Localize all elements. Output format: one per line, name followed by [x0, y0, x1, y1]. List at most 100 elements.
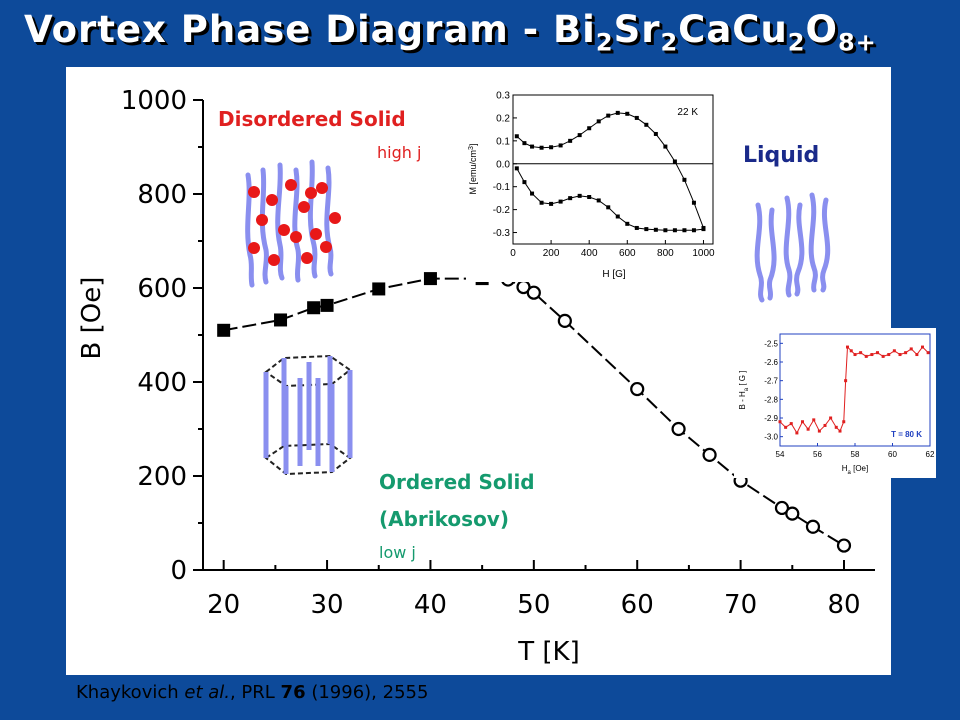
mh-data-point: [587, 195, 592, 200]
mh-data-marks: [514, 110, 706, 233]
bh-data-point: [846, 345, 849, 349]
bh-data-line: [779, 345, 929, 434]
data-point-circle: [836, 538, 852, 553]
mh-x-tick-label: 600: [619, 248, 636, 259]
mh-data-point: [653, 227, 658, 232]
mh-data-point: [663, 228, 668, 233]
x-tick-label: 60: [621, 590, 654, 620]
mh-y-tick-label: 0.1: [496, 136, 510, 147]
pin-dot: [285, 179, 297, 191]
citation-journal: , PRL: [229, 682, 281, 703]
mh-data-point: [634, 225, 639, 230]
bh-data-point: [789, 422, 793, 426]
vortex-line: [820, 197, 831, 293]
mh-y-tick-label: 0.0: [496, 159, 510, 170]
citation-authors: Khaykovich: [76, 682, 185, 703]
x-tick-label: 20: [207, 590, 240, 620]
x-tick-label: 80: [827, 590, 860, 620]
mh-data-point: [539, 200, 544, 205]
data-point-circle: [702, 447, 717, 462]
bh-y-tick-label: -2.7: [764, 377, 778, 386]
vortex-line: [754, 202, 765, 303]
bh-data-point: [823, 423, 827, 427]
mh-data-point: [596, 119, 601, 124]
ordered-lattice-illustration: [263, 354, 353, 476]
vortex-line: [275, 162, 285, 281]
data-point-circle: [630, 381, 645, 397]
liquid-vortex-illustration: [754, 192, 831, 303]
mh-data-point: [558, 143, 563, 148]
bh-data-point: [909, 347, 913, 351]
mh-data-point: [577, 193, 582, 198]
y-tick-label: 0: [170, 556, 187, 586]
mh-data-point: [701, 227, 706, 232]
mh-x-tick-label: 0: [510, 248, 516, 259]
x-tick-label: 70: [724, 590, 757, 620]
data-point-square: [423, 272, 437, 286]
y-tick-label: 200: [137, 462, 187, 492]
pin-dot: [248, 186, 260, 198]
pin-dot: [310, 228, 322, 240]
mh-data-point: [663, 144, 668, 149]
vortex-line: [794, 202, 805, 297]
bh-data-point: [778, 420, 782, 424]
mh-data-point: [682, 177, 687, 182]
high-j-label: high j: [377, 143, 421, 162]
citation-volume: 76: [280, 682, 306, 703]
mh-data-point: [530, 191, 535, 196]
mh-data-point: [606, 205, 611, 210]
mh-data-point: [596, 198, 601, 203]
bh-data-point: [853, 353, 857, 357]
mh-x-tick-label: 800: [657, 248, 674, 259]
x-axis-label: T [K]: [517, 637, 579, 667]
title-sub1: 2: [595, 28, 614, 57]
data-point-circle: [671, 421, 686, 437]
mh-data-point: [568, 138, 573, 143]
bh-data-point: [876, 351, 879, 355]
mh-y-tick-label: -0.3: [493, 228, 511, 239]
mh-x-tick-label: 1000: [692, 248, 715, 259]
pin-dot: [268, 254, 280, 266]
title-sub4: 8+: [837, 28, 877, 57]
bh-data-point: [795, 431, 799, 435]
mh-data-point: [522, 141, 527, 146]
y-axis-label: B [Oe]: [77, 277, 107, 360]
title-sub2: 2: [660, 28, 679, 57]
bh-data-point: [921, 345, 924, 349]
mh-data-point: [522, 180, 527, 185]
bh-data-point: [915, 353, 919, 357]
y-tick-label: 800: [137, 180, 187, 210]
mh-data-point: [672, 228, 677, 233]
mh-data-point: [615, 214, 620, 219]
bh-data-point: [838, 429, 842, 433]
bh-y-tick-label: -3.0: [764, 433, 778, 442]
abrikosov-label: (Abrikosov): [379, 507, 509, 531]
mh-y-tick-label: 0.3: [496, 91, 510, 102]
low-j-label: low j: [379, 543, 416, 562]
vortex-line: [808, 192, 818, 293]
pin-dot: [290, 231, 302, 243]
data-point-square: [307, 301, 321, 315]
bh-x-tick-label: 56: [813, 450, 822, 459]
bh-data-point: [849, 349, 853, 353]
bh-data-point: [834, 425, 838, 429]
mh-frame: [512, 94, 714, 245]
data-point-square: [274, 313, 288, 327]
title-part3: CaCu: [678, 8, 788, 51]
bh-temperature-label: T = 80 K: [891, 430, 922, 439]
vortex-line: [307, 159, 318, 279]
bh-data-point: [812, 418, 816, 422]
vortex-line: [292, 167, 302, 283]
mh-data-point: [587, 126, 592, 131]
bh-data-point: [870, 353, 874, 357]
mh-data-point: [577, 133, 582, 138]
bh-data-point: [892, 349, 896, 353]
mh-data-point: [691, 200, 696, 205]
magnetization-chart: 0 200 400 600 800 1000 -0.3 -0.2 -0.1 0.0 0.1 0.2 0.…: [468, 91, 716, 281]
bh-data-point: [784, 425, 788, 429]
bh-data-point: [904, 351, 908, 355]
mh-data-point: [653, 131, 658, 136]
mh-data-point: [514, 166, 519, 171]
